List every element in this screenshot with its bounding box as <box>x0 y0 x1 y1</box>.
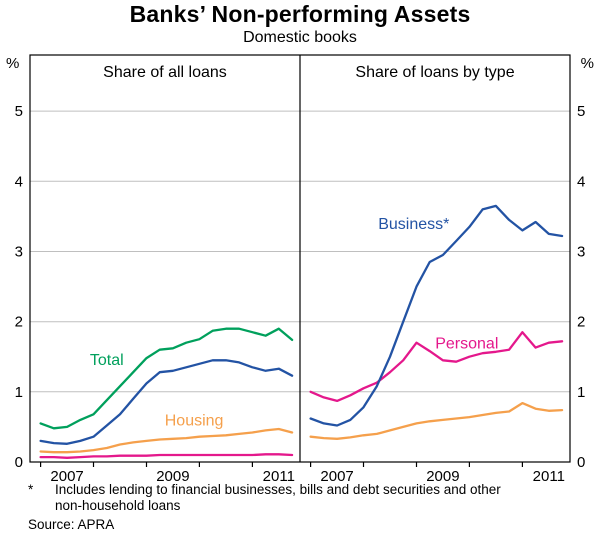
series-business <box>309 204 564 427</box>
y-tick-label-left: 0 <box>15 454 23 471</box>
y-tick-label-right: 4 <box>577 173 585 190</box>
chart-subtitle: Domestic books <box>243 29 357 46</box>
series-personal <box>309 331 564 403</box>
x-tick-label: 2011 <box>263 468 295 485</box>
y-axis-unit-right: % <box>581 55 594 72</box>
y-tick-label-left: 3 <box>15 244 23 261</box>
y-tick-label-left: 5 <box>15 103 23 120</box>
axes: 2007 2009 2011 2007 2009 2011 0 0 1 1 2 2 3 3 4 4 5 5 <box>15 54 585 485</box>
x-tick-label: 2011 <box>533 468 565 485</box>
series-housing-left <box>39 427 294 454</box>
panel-title-left: Share of all loans <box>103 64 227 81</box>
x-tick-label: 2007 <box>320 468 353 485</box>
panel-title-right: Share of loans by type <box>355 64 514 81</box>
y-tick-label-left: 4 <box>15 173 23 190</box>
y-tick-label-left: 1 <box>15 384 23 401</box>
series-housing-right <box>309 401 564 440</box>
series-label-housing-left: Housing <box>165 413 224 430</box>
series-label-personal: Personal <box>435 335 498 352</box>
series-label-total: Total <box>90 352 124 369</box>
y-tick-label-right: 2 <box>577 314 585 331</box>
y-tick-label-left: 2 <box>15 314 23 331</box>
footnote-marker: * <box>28 482 34 497</box>
footnote-text: Includes lending to financial businesses… <box>55 482 501 513</box>
y-axis-unit-left: % <box>6 55 19 72</box>
series-pink-line <box>39 453 294 459</box>
series-lines: Housing Total Personal Business* <box>39 204 564 459</box>
source-note: Source: APRA <box>28 517 115 532</box>
footnote: * Includes lending to financial business… <box>25 482 585 533</box>
series-blue-line <box>39 359 294 445</box>
y-tick-label-right: 1 <box>577 384 585 401</box>
x-tick-label: 2009 <box>426 468 459 485</box>
x-tick-label: 2007 <box>50 468 83 485</box>
y-tick-label-right: 0 <box>577 454 585 471</box>
series-label-business: Business* <box>378 216 449 233</box>
chart-title: Banks’ Non-performing Assets <box>129 1 471 27</box>
y-tick-label-right: 3 <box>577 244 585 261</box>
y-tick-label-right: 5 <box>577 103 585 120</box>
series-total <box>39 327 294 430</box>
x-tick-label: 2009 <box>156 468 189 485</box>
